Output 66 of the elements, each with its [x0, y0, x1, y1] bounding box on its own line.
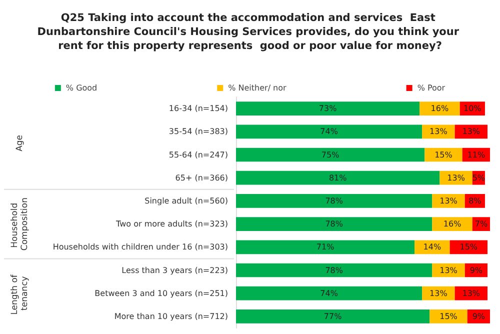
- y-tick-label: Less than 3 years (n=223): [122, 266, 228, 275]
- bar: [236, 124, 422, 139]
- legend-label: % Good: [66, 84, 98, 92]
- bar: [236, 286, 422, 300]
- data-label: 15%: [434, 150, 453, 160]
- bar: [236, 194, 432, 208]
- data-label: 13%: [447, 173, 466, 182]
- bar: [236, 217, 432, 231]
- y-tick-label: 55-64 (n=247): [168, 150, 228, 160]
- data-label: 75%: [321, 150, 340, 160]
- y-tick-label: Between 3 and 10 years (n=251): [94, 288, 228, 298]
- chart-title: Q25 Taking into account the accommodation and services East Dunbartonshire Council's Housing Services provides, do you think your rent for this property represents good or poor value for money?: [37, 12, 463, 52]
- legend-label: % Poor: [417, 84, 446, 92]
- y-tick-label: More than 10 years (n=712): [114, 312, 228, 321]
- y-tick-label: Single adult (n=560): [144, 196, 228, 206]
- data-label: 78%: [325, 220, 344, 229]
- data-label: 74%: [320, 127, 338, 136]
- bar: [432, 194, 465, 208]
- data-label: 78%: [325, 266, 344, 275]
- y-tick-label: 35-54 (n=383): [168, 127, 228, 136]
- bar: [236, 148, 425, 162]
- y-tick-label: 16-34 (n=154): [168, 104, 228, 114]
- data-label: 77%: [324, 312, 342, 321]
- bar: [420, 102, 460, 116]
- data-label: 71%: [316, 242, 335, 252]
- bar: [236, 310, 430, 324]
- bar: [236, 170, 440, 185]
- data-label: 13%: [462, 288, 480, 298]
- bar: [422, 286, 455, 300]
- data-label: 15%: [460, 242, 478, 252]
- bar: [430, 310, 468, 324]
- y-tick-label: Two or more adults (n=323): [115, 220, 228, 229]
- data-label: 15%: [440, 312, 458, 321]
- data-label: 10%: [464, 104, 482, 114]
- bar: [422, 124, 455, 139]
- data-label: 13%: [430, 127, 448, 136]
- bar: [450, 240, 488, 254]
- bar: [414, 240, 450, 254]
- bar: [440, 170, 472, 185]
- bar: [432, 217, 472, 231]
- bar: [236, 102, 420, 116]
- text: Household Composition: [10, 198, 30, 251]
- data-label: 13%: [430, 288, 448, 298]
- bar: [236, 263, 432, 278]
- data-label: 5%: [472, 173, 486, 182]
- legend-label: % Neither/ nor: [228, 84, 288, 92]
- data-label: 16%: [443, 220, 462, 229]
- data-label: 7%: [474, 220, 488, 229]
- data-label: 16%: [430, 104, 449, 114]
- data-label: 8%: [468, 196, 482, 206]
- data-label: 9%: [472, 312, 486, 321]
- data-label: 13%: [440, 196, 458, 206]
- data-label: 13%: [440, 266, 458, 275]
- y-tick-label: 65+ (n=366): [175, 173, 228, 182]
- data-label: 74%: [320, 288, 338, 298]
- text: Age: [15, 134, 25, 152]
- data-label: 14%: [423, 242, 442, 252]
- data-label: 78%: [325, 196, 344, 206]
- data-label: 9%: [470, 266, 483, 275]
- text: Length of tenancy: [10, 272, 30, 315]
- data-label: 11%: [467, 150, 486, 160]
- bar: [236, 240, 415, 254]
- data-label: 73%: [318, 104, 338, 114]
- y-tick-label: Households with children under 16 (n=303): [52, 242, 228, 252]
- data-label: 13%: [462, 127, 480, 136]
- data-label: 81%: [328, 173, 348, 182]
